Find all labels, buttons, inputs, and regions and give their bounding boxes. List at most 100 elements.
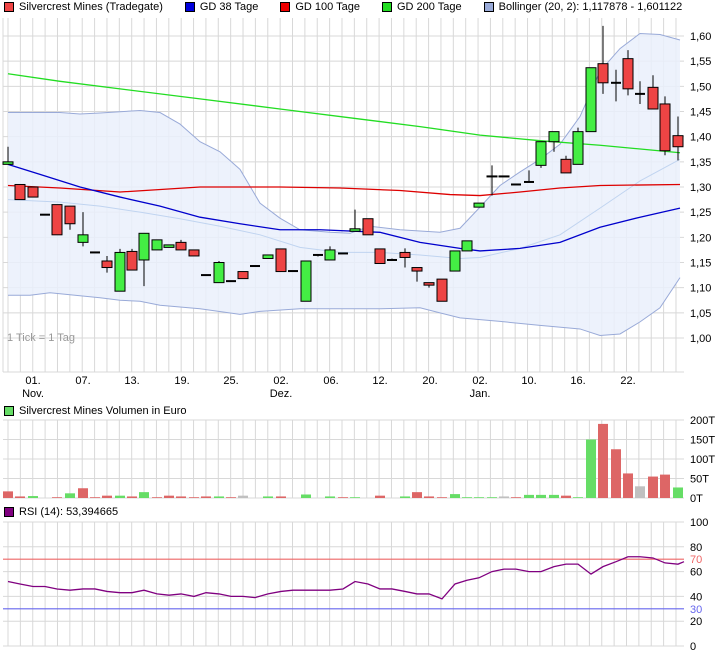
candle-body	[374, 248, 386, 265]
legend-gd200-label: GD 200 Tage	[397, 1, 462, 13]
date-axis-tick: 07.	[75, 375, 90, 387]
candle-body	[486, 175, 498, 178]
candle-body	[77, 234, 89, 243]
price-axis-tick: 1,40	[690, 132, 711, 144]
date-axis-tick: 19.	[174, 375, 189, 387]
date-axis-tick: 16.	[570, 375, 585, 387]
volume-bar	[586, 439, 596, 498]
volume-bar	[78, 488, 88, 498]
date-axis-tick: 13.	[124, 375, 139, 387]
rsi-line	[7, 556, 685, 600]
gd100-swatch-icon	[280, 2, 291, 12]
volume-bar	[301, 494, 311, 498]
volume-bar	[65, 493, 75, 498]
volume-bar	[226, 497, 236, 498]
price-axis-tick: 1,35	[690, 157, 711, 169]
volume-axis-tick: 150T	[690, 435, 715, 447]
rsi-axis-tick: 20	[690, 616, 702, 628]
candle-body	[597, 63, 609, 84]
volume-bar	[176, 496, 186, 498]
volume-axis-tick: 0T	[690, 493, 703, 505]
volume-bar	[635, 486, 645, 498]
candle-body	[423, 282, 435, 286]
candle-body	[411, 267, 423, 272]
price-axis-tick: 1,50	[690, 81, 711, 93]
volume-bar	[400, 496, 410, 498]
volume-legend: Silvercrest Mines Volumen in Euro	[4, 404, 209, 418]
candle-body	[647, 86, 659, 110]
candle-body	[560, 158, 572, 174]
volume-bar	[28, 496, 38, 498]
volume-bar	[350, 497, 360, 498]
candle-body	[362, 218, 374, 236]
rsi-grid	[3, 521, 684, 647]
volume-axis-tick: 50T	[690, 474, 709, 486]
price-axis-tick: 1,55	[690, 56, 711, 68]
volume-bar	[139, 492, 149, 498]
date-axis-tick: 25.	[223, 375, 238, 387]
volume-bar	[536, 494, 546, 498]
price-swatch-icon	[4, 2, 14, 12]
rsi-axis-tick: 60	[690, 567, 702, 579]
candle-body	[101, 260, 113, 269]
volume-bar	[201, 496, 211, 498]
volume-bar	[15, 496, 25, 498]
bollinger-lower-line	[8, 277, 681, 336]
volume-bar	[152, 497, 162, 498]
bollinger-band	[8, 33, 680, 336]
volume-bar	[102, 495, 112, 498]
volume-bar	[673, 487, 683, 498]
candle-body	[27, 186, 39, 198]
gd38-swatch-icon	[184, 2, 195, 12]
price-axis-tick: 1,05	[690, 308, 711, 320]
volume-bar	[611, 449, 621, 498]
volume-bar	[90, 497, 100, 498]
rsi-legend: RSI (14): 53,394665	[4, 505, 140, 519]
volume-grid	[3, 419, 684, 499]
volume-bar	[115, 495, 125, 498]
volume-bar	[127, 496, 137, 498]
volume-bar	[412, 492, 422, 498]
date-axis-tick: 12.	[372, 375, 387, 387]
volume-bar	[487, 497, 497, 498]
gd200-swatch-icon	[382, 2, 392, 12]
candle-body	[436, 278, 448, 302]
candle-body	[672, 135, 684, 148]
volume-bar	[623, 473, 633, 498]
volume-bar	[561, 495, 571, 498]
month-axis-label: Jan.	[470, 388, 491, 400]
legend-volume-label: Silvercrest Mines Volumen in Euro	[19, 405, 187, 417]
candle-body	[498, 175, 510, 178]
date-axis-tick: 02.	[472, 375, 487, 387]
candle-body	[449, 250, 461, 272]
candle-body	[461, 240, 473, 252]
candle-body	[151, 239, 163, 251]
candle-body	[324, 249, 336, 261]
price-axis-tick: 1,00	[690, 333, 711, 345]
candle-body	[622, 58, 634, 90]
volume-bar	[325, 496, 335, 498]
volume-bar	[573, 497, 583, 498]
rsi-axis-tick: 70	[690, 554, 702, 566]
volume-axis-tick: 100T	[690, 454, 715, 466]
volume-bar	[524, 494, 534, 498]
rsi-axis-tick: 100	[690, 517, 708, 529]
date-axis-tick: 22.	[620, 375, 635, 387]
candle-body	[399, 251, 411, 258]
volume-bar	[214, 496, 224, 498]
rsi-axis-tick: 0	[690, 641, 696, 652]
candle-body	[548, 131, 560, 143]
date-axis-tick: 06.	[323, 375, 338, 387]
legend-gd100: GD 100 Tage	[280, 1, 360, 13]
candle-body	[163, 244, 175, 248]
volume-bar	[648, 476, 658, 498]
volume-bar	[338, 497, 348, 498]
candle-body	[114, 251, 126, 292]
rsi-axis-tick: 80	[690, 542, 702, 554]
gd100-line	[7, 183, 681, 197]
volume-bar	[52, 497, 62, 498]
price-axis-tick: 1,30	[690, 182, 711, 194]
bollinger-swatch-icon	[483, 2, 494, 12]
volume-bar	[437, 497, 447, 498]
